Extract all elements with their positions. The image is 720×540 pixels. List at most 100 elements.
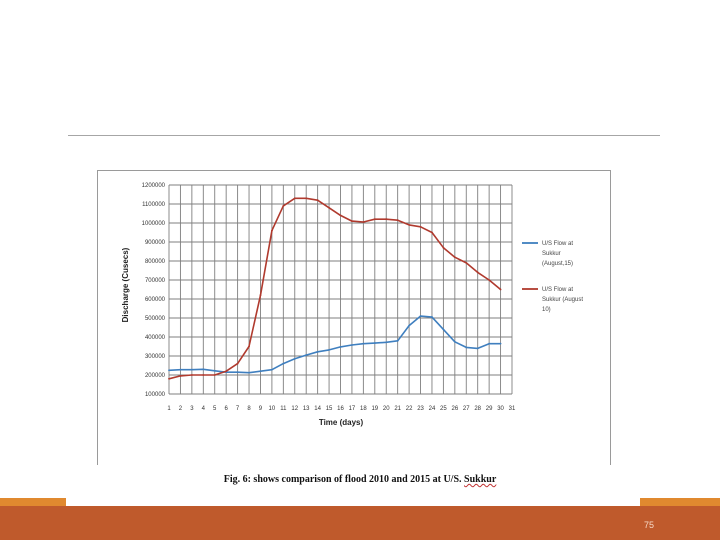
x-tick-label: 12 [291,406,298,412]
data-point-series-1 [351,344,353,346]
y-tick-label: 1100000 [142,202,166,208]
x-tick-label: 21 [394,406,401,412]
data-point-series-1 [362,342,365,345]
data-point-series-1 [293,357,296,360]
y-tick-label: 500000 [145,316,166,322]
data-point-series-1 [248,371,250,374]
data-point-series-2 [499,288,502,291]
data-point-series-2 [385,218,388,221]
legend-label-1: Sukkur [542,251,561,257]
x-tick-label: 28 [474,406,481,412]
data-point-series-1 [339,345,342,348]
data-point-series-1 [328,349,330,351]
x-tick-label: 25 [440,406,447,412]
x-tick-label: 7 [236,406,240,412]
data-point-series-1 [476,347,479,350]
data-point-series-2 [168,377,170,380]
data-point-series-2 [213,374,216,376]
y-tick-label: 700000 [145,278,166,284]
data-point-series-1 [190,368,193,371]
y-tick-label: 200000 [145,373,166,379]
x-tick-label: 2 [179,406,183,412]
x-tick-label: 15 [326,406,333,412]
x-tick-label: 1 [167,406,171,412]
x-tick-label: 14 [314,406,321,412]
x-tick-label: 30 [497,406,504,412]
data-point-series-2 [339,214,342,217]
data-point-series-2 [259,294,262,297]
x-axis-label: Time (days) [319,418,364,427]
data-point-series-1 [259,370,262,373]
x-tick-label: 4 [202,406,206,412]
data-point-series-2 [373,218,376,221]
x-tick-label: 13 [303,406,310,412]
data-point-series-2 [396,219,399,222]
x-tick-label: 23 [417,406,424,412]
footer-bar [0,506,720,540]
data-point-series-1 [442,328,445,331]
x-tick-label: 29 [486,406,493,412]
x-tick-label: 22 [406,406,413,412]
y-tick-label: 900000 [145,240,166,246]
data-point-series-2 [442,246,445,249]
data-point-series-1 [408,324,410,327]
data-point-series-1 [305,354,308,356]
data-point-series-1 [419,315,422,317]
data-point-series-1 [453,340,456,343]
data-point-series-2 [225,370,228,373]
footer-accent-right [640,498,720,506]
x-tick-label: 8 [247,406,251,412]
figure-caption: Fig. 6: shows comparison of flood 2010 a… [0,474,720,485]
data-point-series-2 [305,197,308,200]
data-point-series-2 [431,231,433,234]
discharge-line-chart: 1200000110000010000009000008000007000006… [121,183,583,427]
data-point-series-1 [213,369,216,372]
data-point-series-1 [431,316,433,318]
x-tick-label: 24 [429,406,436,412]
y-axis-label: Discharge (Cusecs) [121,247,130,322]
x-tick-label: 17 [349,406,356,412]
data-point-series-2 [236,362,239,365]
legend-label-2: Sukkur (August [542,297,583,303]
data-point-series-2 [362,221,365,223]
data-point-series-2 [179,375,182,377]
y-tick-label: 800000 [145,259,166,265]
title-divider-line [68,135,660,136]
data-point-series-2 [476,271,479,274]
data-point-series-1 [373,342,376,344]
data-point-series-2 [271,229,273,232]
figure-caption-text: Fig. 6: shows comparison of flood 2010 a… [223,474,462,485]
legend-label-1: (August,15) [542,261,573,267]
data-point-series-2 [419,225,422,228]
x-tick-label: 18 [360,406,367,412]
x-tick-label: 16 [337,406,344,412]
series-line-1 [168,315,501,374]
x-tick-label: 27 [463,406,470,412]
legend-label-1: U/S Flow at [542,241,573,247]
x-tick-label: 20 [383,406,390,412]
y-tick-label: 1200000 [142,183,166,189]
data-point-series-1 [465,346,468,349]
series-line-2 [168,197,502,380]
data-point-series-1 [271,368,273,371]
data-point-series-2 [248,345,250,348]
x-tick-label: 9 [259,406,263,412]
data-point-series-1 [396,339,399,342]
data-point-series-2 [465,262,468,264]
data-point-series-1 [385,341,388,344]
data-point-series-2 [190,374,193,376]
y-tick-label: 100000 [145,392,166,398]
data-point-series-2 [293,197,296,200]
footer-accent-left [0,498,66,506]
x-tick-label: 5 [213,406,217,412]
data-point-series-2 [488,279,491,281]
data-point-series-2 [202,374,205,376]
data-point-series-2 [282,205,285,207]
y-tick-label: 400000 [145,335,166,341]
data-point-series-2 [351,220,353,222]
x-tick-label: 19 [371,406,378,412]
data-point-series-2 [316,199,319,202]
data-point-series-1 [499,342,502,345]
y-tick-label: 300000 [145,354,166,360]
x-tick-label: 31 [509,406,516,412]
